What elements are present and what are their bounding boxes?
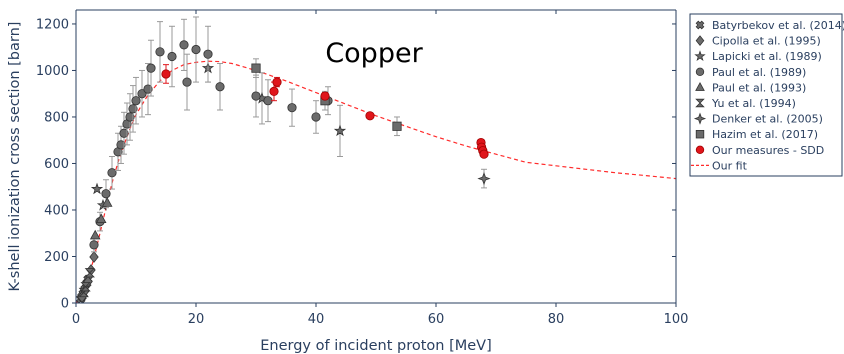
data-point [263,96,273,106]
x-tick-label: 40 [308,312,325,327]
y-tick-label: 1000 [36,64,69,79]
legend-entry: Denker et al. (2005) [712,113,823,126]
legend-marker [695,35,705,46]
data-point [365,111,375,121]
data-point [131,96,141,106]
data-point [128,104,138,114]
x-tick-label: 60 [428,312,445,327]
data-point [101,197,113,207]
y-tick-label: 800 [44,110,69,125]
data-point [392,121,402,131]
data-point [215,82,225,92]
data-point [146,63,156,73]
data-point [89,229,101,240]
legend-entry: Batyrbekov et al. (2014) [712,19,844,32]
data-point [287,103,297,113]
legend-marker [695,82,705,91]
data-point [311,112,321,122]
data-point [95,213,107,224]
data-point [80,282,91,292]
y-tick-label: 0 [61,297,69,312]
legend-entry: Our fit [712,159,748,172]
data-point [167,51,177,62]
data-point [90,182,104,195]
data-point [251,63,261,73]
x-axis-title: Energy of incident proton [MeV] [260,338,492,354]
legend-entry: Our measures - SDD [712,144,824,157]
data-point [179,40,189,50]
data-point [137,89,147,99]
data-point [84,268,95,278]
x-tick-label: 20 [188,312,205,327]
legend-marker [695,20,705,30]
data-point [320,91,330,101]
legend-entry: Lapicki et al. (1989) [712,50,822,63]
legend-entry: Yu et al. (1994) [711,97,796,110]
legend-entry: Paul et al. (1993) [712,81,806,94]
data-point [251,91,261,101]
data-point [101,189,111,199]
legend-marker [695,67,705,76]
legend-marker [695,98,705,108]
legend-entry: Paul et al. (1989) [712,66,806,79]
data-point [269,86,279,96]
legend-entry: Hazim et al. (2017) [712,128,818,141]
x-tick-label: 80 [548,312,565,327]
y-axis-title: K-shell ionization cross section [barn] [7,22,23,292]
data-point [125,112,135,122]
y-tick-label: 400 [44,203,69,218]
data-point [89,240,99,250]
legend-marker [693,112,707,125]
data-point [155,47,165,57]
data-point [182,77,192,87]
data-point [203,49,213,59]
legend-marker [695,145,705,154]
legend: Batyrbekov et al. (2014) Cipolla et al. (… [689,13,844,177]
data-point [143,84,153,94]
data-point [89,251,99,263]
y-tick-label: 1200 [36,17,69,32]
chart-annotation: Copper [325,38,423,69]
legend-marker [694,50,706,62]
x-tick-label: 100 [664,312,689,327]
legend-marker [695,129,705,139]
data-point [107,168,117,178]
plot-layer [75,16,677,304]
data-point [477,171,491,186]
data-point [191,44,201,55]
legend-box [689,13,843,177]
data-point [272,77,282,87]
data-point [119,128,129,138]
y-tick-label: 600 [44,157,69,172]
x-tick-label: 0 [72,312,80,327]
legend-entry: Cipolla et al. (1995) [712,35,821,48]
data-point [479,149,489,159]
y-tick-label: 200 [44,250,69,265]
fit-curve [75,60,677,304]
data-point [161,69,171,79]
data-point [333,124,347,137]
